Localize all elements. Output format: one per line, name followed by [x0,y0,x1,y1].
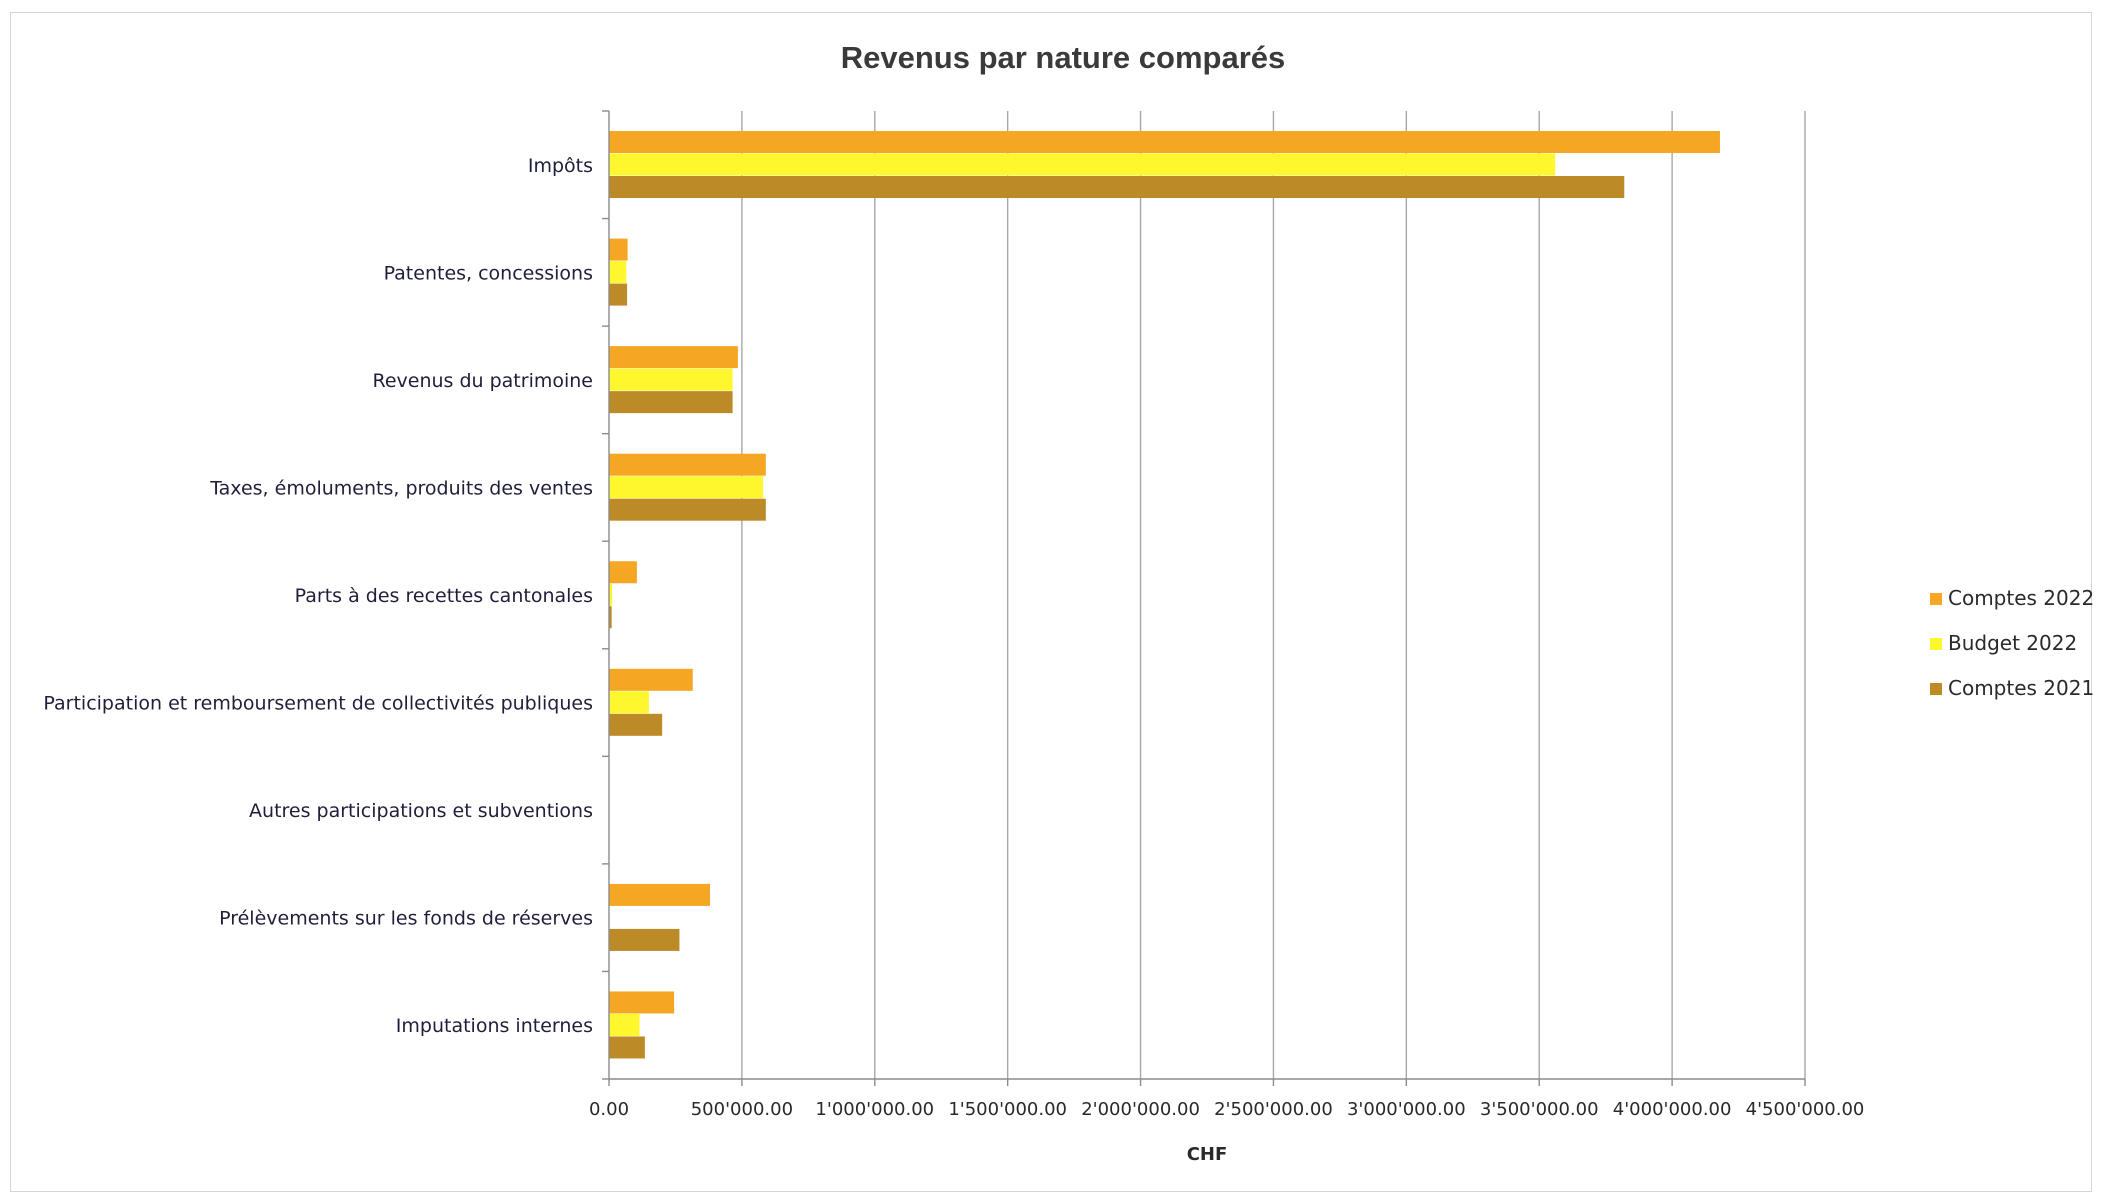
category-label: Prélèvements sur les fonds de réserves [219,908,593,930]
bar [609,176,1625,199]
x-tick-label: 4'500'000.00 [1746,1099,1865,1120]
x-tick-label: 1'000'000.00 [815,1099,934,1120]
legend-swatch [1930,683,1942,695]
bars [609,131,1720,1059]
bar-chart: Revenus par nature comparés Impôts Patent… [43,40,2093,1165]
chart-title: Revenus par nature comparés [841,40,1286,75]
category-label: Taxes, émoluments, produits des ventes [209,477,593,499]
category-label: Parts à des recettes cantonales [295,585,593,607]
category-label: Autres participations et subventions [249,800,593,822]
legend-swatch [1930,593,1942,605]
x-tick-labels: 0.00 500'000.00 1'000'000.00 1'500'000.00 2'… [589,1099,1864,1120]
chart-frame: Revenus par nature comparés Impôts Patent… [10,12,2093,1192]
bar [609,561,637,584]
x-tick-label: 500'000.00 [691,1099,793,1120]
category-label: Revenus du patrimoine [372,370,593,392]
legend: Comptes 2022 Budget 2022 Comptes 2021 [1930,586,2093,700]
x-tick-label: 3'000'000.00 [1347,1099,1466,1120]
category-labels: Impôts Patentes, concessions Revenus du pa… [43,155,593,1037]
x-tick-label: 2'500'000.00 [1214,1099,1333,1120]
bar [609,368,733,391]
category-label: Impôts [528,155,593,177]
bar [609,283,628,306]
x-axis-title: CHF [1187,1144,1228,1165]
bar [609,991,675,1014]
x-tick-label: 1'500'000.00 [948,1099,1067,1120]
x-tick-label: 2'000'000.00 [1081,1099,1200,1120]
bar [609,261,627,284]
bar [609,238,628,261]
bar [609,691,649,714]
bar [609,498,766,521]
legend-label: Comptes 2022 [1948,586,2093,610]
legend-label: Comptes 2021 [1948,676,2093,700]
category-label: Participation et remboursement de collec… [43,693,593,715]
bar [609,476,764,499]
bar [609,391,733,414]
bar [609,606,612,629]
bar [609,153,1556,176]
bar [609,346,738,369]
bar [609,1036,645,1059]
category-label: Imputations internes [396,1015,593,1037]
category-label: Patentes, concessions [384,262,593,284]
bar [609,1013,640,1036]
bar [609,713,663,736]
bar [609,928,680,951]
x-tick-label: 0.00 [589,1099,629,1120]
bar [609,583,613,606]
legend-label: Budget 2022 [1948,631,2077,655]
bar [609,453,766,476]
bar [609,883,710,906]
bar [609,131,1720,154]
bar [609,668,693,691]
x-tick-label: 3'500'000.00 [1480,1099,1599,1120]
axes [602,110,1806,1086]
gridlines [741,111,1806,1079]
legend-swatch [1930,638,1942,650]
x-tick-label: 4'000'000.00 [1613,1099,1732,1120]
